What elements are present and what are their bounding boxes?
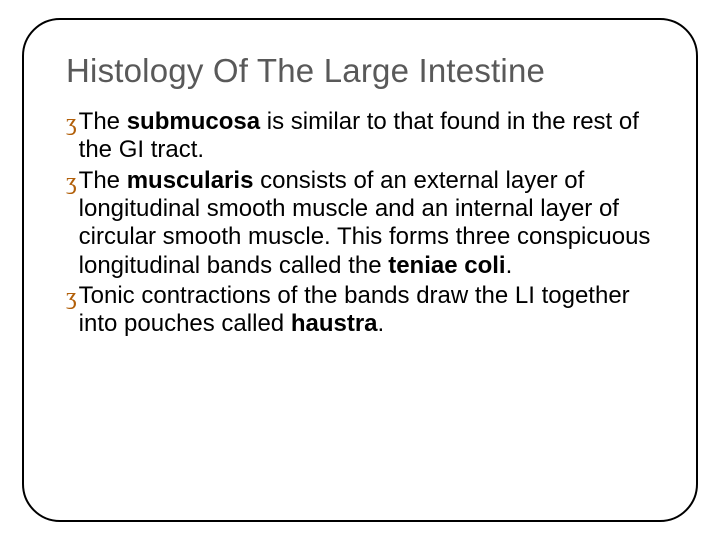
bullet-marker-icon: ʒ — [66, 109, 79, 137]
text-segment: . — [506, 252, 513, 279]
bold-term: haustra — [291, 310, 378, 337]
text-segment: . — [378, 310, 385, 337]
bullet-text: Tonic contractions of the bands draw the… — [79, 282, 654, 339]
bullet-item: ʒThe submucosa is similar to that found … — [66, 108, 654, 165]
bullet-text: The submucosa is similar to that found i… — [79, 108, 654, 165]
bold-term: muscularis — [127, 167, 254, 194]
bullet-item: ʒThe muscularis consists of an external … — [66, 167, 654, 280]
bullet-marker-icon: ʒ — [66, 168, 79, 196]
bullet-marker-icon: ʒ — [66, 283, 79, 311]
slide-title: Histology Of The Large Intestine — [66, 52, 654, 90]
slide: Histology Of The Large Intestine ʒThe su… — [0, 0, 720, 540]
bullet-text: The muscularis consists of an external l… — [79, 167, 654, 280]
text-segment: The — [79, 167, 127, 194]
bold-term: teniae coli — [388, 252, 505, 279]
bold-term: submucosa — [127, 108, 260, 135]
bullet-item: ʒTonic contractions of the bands draw th… — [66, 282, 654, 339]
slide-frame: Histology Of The Large Intestine ʒThe su… — [22, 18, 698, 522]
slide-body: ʒThe submucosa is similar to that found … — [66, 108, 654, 339]
text-segment: The — [79, 108, 127, 135]
